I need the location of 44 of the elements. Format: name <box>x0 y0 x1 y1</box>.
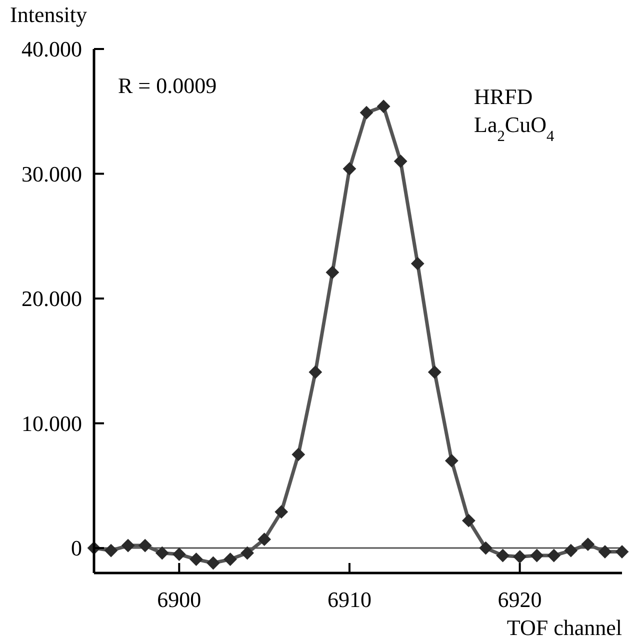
point <box>411 257 424 270</box>
y-tick-label: 10.000 <box>22 410 82 436</box>
point <box>581 538 594 551</box>
point <box>394 154 408 168</box>
y-tick-label: 30.000 <box>22 161 82 186</box>
point <box>445 454 458 468</box>
x-axis-title: TOF channel <box>506 615 622 639</box>
point <box>377 100 390 113</box>
point <box>462 514 476 528</box>
point <box>172 548 186 561</box>
point <box>308 366 322 379</box>
y-tick-label: 40.000 <box>22 36 82 62</box>
point <box>326 266 339 279</box>
point <box>138 539 152 552</box>
x-tick-label: 6910 <box>327 587 372 612</box>
point <box>104 544 118 558</box>
point <box>479 542 492 555</box>
point <box>428 366 442 379</box>
point <box>530 549 544 562</box>
point <box>156 546 169 560</box>
point <box>513 550 526 564</box>
point <box>616 545 628 558</box>
point <box>122 539 135 552</box>
point <box>342 162 356 176</box>
y-tick-label: 0 <box>71 536 82 561</box>
point <box>547 549 560 562</box>
point <box>564 544 578 558</box>
point <box>240 546 254 560</box>
point <box>598 545 612 558</box>
point <box>206 556 220 570</box>
point <box>496 549 510 562</box>
annotation: La$_{2}$CuO$_{4}$ <box>474 112 554 144</box>
x-tick-label: 6920 <box>498 587 542 612</box>
point <box>292 448 305 461</box>
point <box>360 106 374 120</box>
y-tick-label: 20.000 <box>22 286 82 312</box>
point <box>258 532 271 546</box>
point <box>274 505 288 518</box>
x-tick-label: 6900 <box>157 587 202 612</box>
point <box>224 552 237 566</box>
annotation: R = 0.0009 <box>118 73 217 98</box>
point <box>190 552 203 566</box>
annotation: HRFD <box>474 84 533 109</box>
y-axis-title: Intensity <box>10 2 87 27</box>
